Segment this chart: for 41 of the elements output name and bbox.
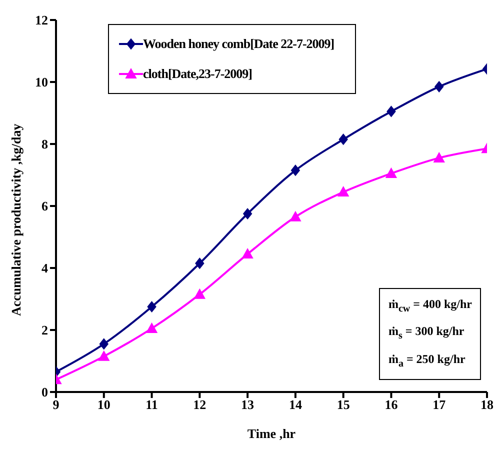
point — [194, 288, 206, 299]
point — [338, 186, 349, 197]
annotation: ṁ$_{cw}$ = 400 kg/hr — [388, 296, 472, 316]
point — [243, 208, 252, 220]
point — [338, 134, 348, 145]
y-axis-title: Accumulative productivity ,kg/day — [8, 123, 24, 316]
x-tick-label: 11 — [146, 397, 158, 412]
point — [290, 211, 301, 222]
point — [146, 322, 158, 333]
legend-label: Wooden honey comb[Date 22-7-2009] — [143, 36, 334, 52]
point — [290, 164, 300, 176]
point — [98, 350, 110, 361]
point — [386, 106, 396, 117]
x-tick-label: 9 — [52, 397, 60, 412]
x-tick-label: 17 — [432, 397, 446, 412]
point — [434, 152, 445, 162]
x-axis-title: Time ,hr — [247, 426, 296, 441]
point — [99, 338, 108, 350]
y-tick-label: 4 — [42, 260, 48, 276]
annotation: ṁ$_{s}$ = 300 kg/hr — [388, 323, 466, 344]
point — [242, 248, 254, 259]
point — [147, 301, 156, 312]
x-tick-label: 15 — [336, 397, 350, 412]
point — [386, 168, 397, 178]
y-tick-label: 8 — [42, 136, 48, 152]
x-tick-label: 13 — [241, 397, 255, 412]
y-tick-label: 2 — [42, 322, 48, 338]
x-tick-label: 16 — [384, 397, 398, 412]
x-tick-label: 12 — [193, 397, 206, 412]
parameter-box: ṁ$_{cw}$ = 400 kg/hr ṁ$_{s}$ = 300 kg/hr ṁ$_{a}$ = 250 kg/hr — [379, 288, 481, 380]
x-tick-label: 18 — [480, 397, 494, 412]
x-tick-label: 10 — [97, 397, 110, 412]
point — [195, 258, 204, 269]
y-tick-label: 12 — [35, 12, 48, 28]
y-tick-label: 6 — [42, 198, 48, 214]
legend-label: cloth[Date,23-7-2009] — [143, 66, 252, 82]
x-tick-label: 14 — [288, 397, 302, 412]
point — [434, 81, 444, 92]
y-tick-label: 10 — [35, 74, 48, 90]
y-tick-label: 0 — [42, 384, 48, 400]
annotation: ṁ$_{a}$ = 250 kg/hr — [388, 350, 466, 371]
